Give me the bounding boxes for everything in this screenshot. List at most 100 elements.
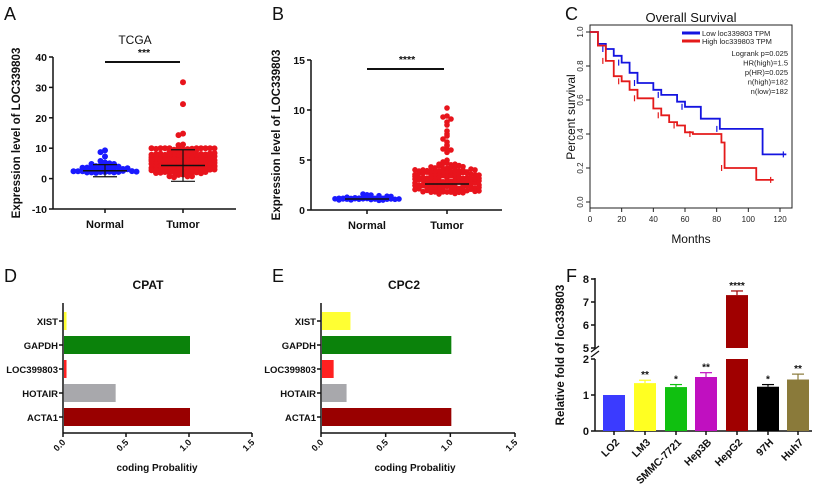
panel-b-point-tumor: [412, 167, 418, 173]
panel-c-x-tick-label: 0: [588, 215, 593, 224]
panel-c-x-tick-label: 80: [712, 215, 721, 224]
panel-a-point-tumor: [148, 145, 155, 152]
panel-a-point-normal: [84, 164, 90, 171]
panel-a-point-tumor: [198, 170, 204, 177]
panel-a-y-tick-label: -10: [32, 204, 47, 216]
panel-e-bar-acta1: [322, 408, 452, 426]
panel-b-point-tumor: [428, 164, 434, 170]
panel-c-stat-text: HR(high)=1.5: [743, 59, 788, 68]
panel-b-point-tumor: [444, 189, 450, 195]
panel-b-point-tumor: [476, 188, 482, 194]
panel-b-point-tumor: [440, 146, 446, 152]
panel-b-point-tumor: [428, 189, 434, 195]
panel-b-point-tumor: [452, 161, 458, 168]
panel-a-point-tumor: [207, 155, 213, 162]
panel-e-x-tick-label: 0.0: [309, 437, 325, 453]
panel-a-point-tumor: [202, 157, 209, 164]
panel-e-x-tick-label: 1.0: [439, 437, 455, 453]
panel-b-point-tumor: [444, 133, 450, 139]
panel-f-x-tick-label: Huh7: [779, 437, 806, 464]
panel-a-y-tick-label: 10: [35, 143, 47, 155]
panel-a-point-tumor: [202, 169, 209, 176]
panel-a-point-tumor: [157, 157, 164, 164]
panel-b-significance-label: ****: [399, 54, 416, 66]
panel-label-f: F: [566, 266, 577, 286]
panel-a-point-tumor: [202, 151, 209, 158]
panel-c-x-tick-label: 20: [617, 215, 626, 224]
panel-f-x-tick-label: Hep3B: [682, 436, 714, 468]
panel-b-point-tumor: [468, 175, 474, 182]
panel-b-point-normal: [376, 192, 382, 199]
panel-a-point-tumor: [198, 159, 204, 166]
panel-e-xlabel: coding Probalitiy: [374, 463, 456, 474]
panel-c-stat-text: Logrank p=0.025: [731, 49, 788, 58]
panel-d-xlabel: coding Probalitiy: [116, 463, 198, 474]
panel-label-b: B: [272, 4, 284, 24]
panel-a-point-tumor: [211, 145, 218, 152]
panel-a-point-tumor: [175, 157, 182, 164]
panel-a-point-tumor: [166, 173, 173, 180]
panel-b-point-tumor: [436, 161, 442, 168]
panel-b-point-normal: [384, 193, 390, 200]
panel-f-bar-hepg2: [726, 359, 748, 431]
panel-a-point-tumor: [162, 145, 168, 152]
panel-a-point-tumor: [198, 145, 204, 152]
panel-a-ylabel: Expression level of LOC339803: [11, 48, 23, 219]
panel-a-point-tumor: [153, 151, 159, 158]
panel-d-x-tick-label: 1.0: [177, 437, 193, 453]
panel-a-point-tumor: [175, 171, 182, 178]
panel-a-point-normal: [88, 161, 95, 168]
panel-d-x-tick-label: 0.5: [114, 437, 130, 453]
panel-a-point-tumor: [211, 166, 218, 173]
panel-b-point-normal: [396, 196, 402, 202]
panel-d-bar-xist: [64, 312, 67, 330]
panel-a-point-tumor: [171, 149, 177, 156]
panel-a-point-tumor: [148, 167, 155, 174]
panel-a-point-tumor: [171, 156, 177, 163]
panel-a-point-normal: [102, 153, 108, 160]
panel-f-y-tick-label: 5: [583, 343, 589, 355]
panel-f-significance-label: ****: [729, 281, 745, 292]
panel-d-bar-acta1: [64, 408, 190, 426]
panel-b-point-tumor: [444, 105, 450, 111]
panel-a-point-normal: [97, 162, 104, 169]
panel-label-c: C: [565, 4, 578, 24]
panel-b-point-tumor: [472, 167, 478, 173]
panel-d-y-tick-label: ACTA1: [27, 413, 59, 424]
panel-f-axis-break-mark: [590, 345, 600, 353]
panel-a-point-normal: [102, 147, 108, 154]
panel-b-point-tumor: [432, 168, 438, 175]
panel-a-point-tumor: [175, 142, 182, 149]
panel-b-ylabel: Expression level of LOC339803: [271, 50, 283, 221]
panel-f-y-tick-label: 1: [583, 390, 589, 402]
panel-c-y-tick-label: 1.0: [576, 26, 585, 38]
panel-f-bar-smmc-7721: [665, 387, 687, 431]
panel-b-point-tumor: [444, 122, 450, 128]
panel-c-stat-text: n(high)=182: [748, 78, 788, 87]
panel-a-y-tick-label: 20: [35, 113, 47, 125]
panel-b-point-tumor: [476, 172, 482, 178]
panel-b-point-tumor: [440, 114, 446, 120]
panel-b-y-tick-label: 10: [293, 105, 305, 117]
panel-b-point-tumor: [452, 168, 458, 174]
panel-b-point-tumor: [440, 136, 446, 142]
panel-c-y-tick-label: 0.0: [576, 196, 585, 208]
panel-a-point-tumor: [157, 145, 164, 152]
panel-a-point-tumor: [207, 150, 213, 157]
panel-c-x-tick-label: 40: [649, 215, 658, 224]
panel-a-point-tumor: [198, 155, 204, 162]
panel-f-significance-label: *: [674, 375, 678, 386]
panel-f-ylabel: Relative fold of loc339803: [555, 285, 567, 426]
panel-b-point-normal: [368, 192, 374, 198]
panel-b-x-tick-label: Tumor: [430, 220, 464, 232]
panel-b-y-tick-label: 15: [293, 55, 305, 67]
panel-b-point-normal: [360, 191, 366, 197]
panel-a-point-normal: [129, 168, 135, 175]
panel-f-x-tick-label: HepG2: [713, 437, 746, 470]
panel-a-x-tick-label: Normal: [86, 219, 124, 231]
panel-a-point-tumor: [162, 151, 168, 158]
panel-a-point-tumor: [180, 101, 186, 108]
panel-c-y-tick-label: 0.8: [576, 60, 585, 72]
panel-a-y-tick-label: 40: [35, 52, 47, 64]
panel-c-xlabel: Months: [671, 232, 710, 246]
